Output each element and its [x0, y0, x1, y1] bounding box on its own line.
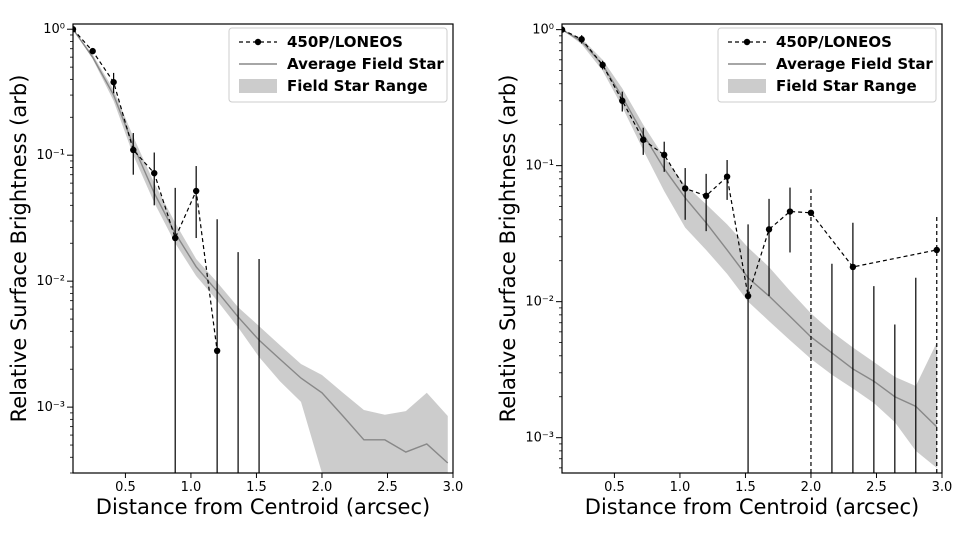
y-tick-label-3: 10⁻²	[36, 274, 65, 289]
y-tick-label-4: 10⁻³	[525, 431, 554, 446]
comet-data-point-15	[933, 246, 940, 254]
comet-data-point-4	[130, 146, 137, 154]
legend-box	[228, 27, 448, 103]
y-axis-label: Relative Surface Brightness (arb)	[496, 75, 520, 423]
x-tick-label-3: 1.5	[246, 480, 267, 495]
legend-label-1: 450P/LONEOS	[287, 33, 403, 51]
legend-label-2: Average Field Star	[287, 55, 444, 73]
x-tick-label-5: 2.5	[866, 480, 887, 495]
comet-data-point-7	[192, 187, 200, 195]
legend-label-1: 450P/LONEOS	[776, 33, 892, 51]
field-star-range-band	[73, 29, 448, 473]
x-tick-label-4: 2.0	[312, 480, 333, 495]
chart-panel-1: 0.5 1.0 1.5 2.0 2.5 3.0 10⁰ 10⁻¹ 10⁻² 10⁻³ Distanc…	[7, 22, 463, 519]
comet-data-point-10	[744, 292, 752, 300]
x-tick-label-2: 1.0	[181, 480, 202, 495]
comet-data-point-1	[73, 26, 77, 33]
comet-data-point-4	[619, 97, 626, 104]
field-star-range-band	[562, 29, 937, 468]
comet-data-point-3	[110, 78, 117, 86]
legend-box	[717, 27, 937, 103]
comet-data-point-12	[786, 208, 794, 215]
x-axis-label: Distance from Centroid (arcsec)	[96, 495, 430, 519]
comet-data-point-14	[849, 263, 857, 271]
legend-comet-marker	[254, 38, 262, 46]
comet-data-point-8	[213, 347, 221, 355]
x-tick-label-1: 0.5	[115, 480, 136, 495]
plot-area	[562, 26, 940, 473]
y-axis-label: Relative Surface Brightness (arb)	[7, 75, 31, 423]
plot-area	[73, 26, 449, 473]
comet-data-point-2	[89, 47, 96, 55]
x-tick-label-3: 1.5	[735, 480, 756, 495]
comet-data-point-5	[640, 136, 647, 143]
x-tick-label-6: 3.0	[932, 480, 953, 495]
comet-data-point-6	[172, 234, 179, 242]
chart-panel-2: 0.5 1.0 1.5 2.0 2.5 3.0 10⁰ 10⁻¹ 10⁻² 10⁻³ Distanc…	[496, 23, 952, 519]
legend-label-3: Field Star Range	[776, 77, 917, 95]
legend-label-2: Average Field Star	[776, 55, 933, 73]
legend-range-swatch	[728, 79, 766, 93]
x-tick-label-1: 0.5	[604, 480, 625, 495]
y-tick-label-2: 10⁻¹	[525, 159, 554, 174]
comet-profile-line	[73, 28, 218, 351]
legend-range-swatch	[239, 79, 277, 93]
comet-data-point-5	[151, 169, 158, 177]
legend-comet-marker	[743, 38, 751, 46]
y-tick-label-1: 10⁰	[532, 23, 554, 38]
y-tick-label-2: 10⁻¹	[36, 148, 65, 163]
legend: 450P/LONEOS Average Field Star Field Star …	[717, 27, 937, 103]
x-tick-label-2: 1.0	[670, 480, 691, 495]
y-tick-label-4: 10⁻³	[36, 400, 65, 415]
comet-data-point-6	[661, 151, 668, 159]
plot-frame	[561, 23, 943, 474]
x-axis-label: Distance from Centroid (arcsec)	[585, 495, 919, 519]
comet-data-point-3	[599, 61, 606, 69]
x-tick-label-5: 2.5	[377, 480, 398, 495]
comet-data-point-1	[562, 26, 566, 33]
plot-frame	[72, 23, 454, 474]
x-tick-label-4: 2.0	[801, 480, 822, 495]
comet-data-point-13	[807, 209, 815, 217]
comet-data-point-7	[681, 185, 689, 192]
legend: 450P/LONEOS Average Field Star Field Star …	[228, 27, 448, 103]
y-tick-label-3: 10⁻²	[525, 295, 554, 310]
comet-data-point-2	[578, 36, 585, 43]
comet-data-point-11	[765, 226, 773, 233]
comet-data-point-8	[702, 192, 710, 200]
comet-data-point-9	[723, 173, 731, 180]
legend-label-3: Field Star Range	[287, 77, 428, 95]
x-tick-label-6: 3.0	[443, 480, 464, 495]
y-tick-label-1: 10⁰	[43, 22, 65, 37]
